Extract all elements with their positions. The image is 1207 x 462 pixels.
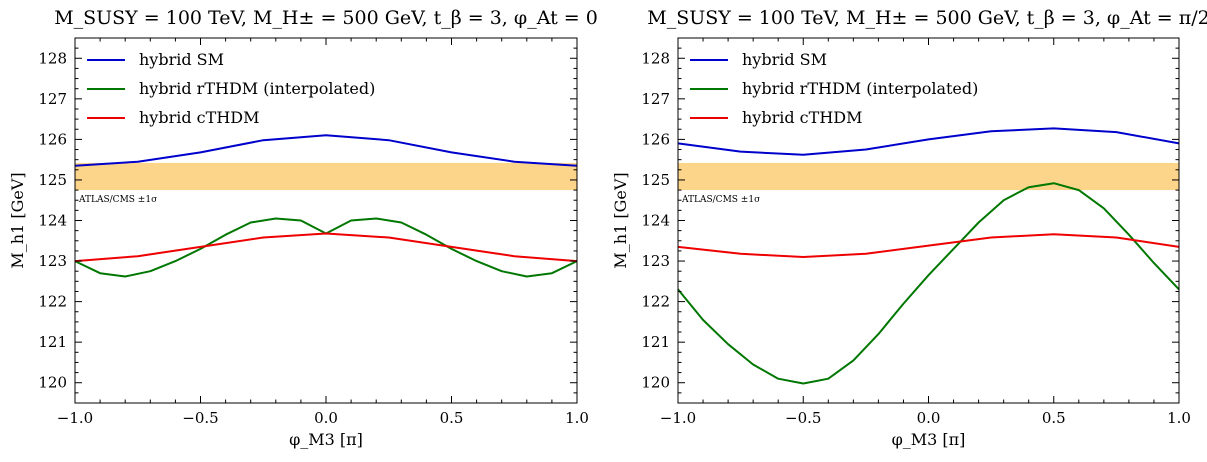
chart-left: M_SUSY = 100 TeV, M_H± = 500 GeV, t_β = … — [8, 7, 598, 449]
series-line-hybrid-sm — [75, 135, 577, 166]
y-tick-label: 125 — [38, 171, 67, 189]
y-tick-label: 124 — [641, 212, 670, 230]
y-tick-label: 128 — [38, 49, 67, 67]
x-axis-label: φ_M3 [π] — [289, 430, 363, 449]
chart-right: M_SUSY = 100 TeV, M_H± = 500 GeV, t_β = … — [611, 7, 1207, 449]
y-tick-label: 120 — [38, 374, 67, 392]
y-tick-label: 121 — [38, 333, 67, 351]
x-tick-label: −0.5 — [182, 409, 218, 427]
y-tick-label: 123 — [38, 252, 67, 270]
y-axis-label: M_h1 [GeV] — [611, 172, 630, 268]
series-line-hybrid-rthdm-interpolated — [678, 183, 1179, 383]
x-tick-label: −0.5 — [785, 409, 821, 427]
legend-entry: hybrid rTHDM (interpolated) — [742, 79, 978, 98]
x-tick-label: 1.0 — [565, 409, 589, 427]
legend-entry: hybrid cTHDM — [139, 108, 259, 127]
y-tick-label: 126 — [38, 130, 67, 148]
y-tick-label: 126 — [641, 130, 670, 148]
chart-title: M_SUSY = 100 TeV, M_H± = 500 GeV, t_β = … — [54, 7, 598, 29]
y-tick-label: 125 — [641, 171, 670, 189]
x-tick-label: −1.0 — [660, 409, 696, 427]
legend-entry: hybrid cTHDM — [742, 108, 862, 127]
x-tick-label: 0.5 — [440, 409, 464, 427]
atlas-cms-band — [678, 163, 1179, 190]
x-tick-label: 1.0 — [1167, 409, 1191, 427]
legend-entry: hybrid SM — [139, 50, 224, 69]
legend-entry: hybrid rTHDM (interpolated) — [139, 79, 375, 98]
x-tick-label: 0.5 — [1042, 409, 1066, 427]
legend-entry: hybrid SM — [742, 50, 827, 69]
x-tick-label: 0.0 — [314, 409, 338, 427]
y-tick-label: 122 — [641, 293, 670, 311]
series-line-hybrid-rthdm-interpolated — [75, 219, 577, 277]
series-line-hybrid-cthdm — [75, 234, 577, 262]
y-axis-label: M_h1 [GeV] — [8, 172, 27, 268]
series-line-hybrid-sm — [678, 128, 1179, 154]
y-tick-label: 128 — [641, 49, 670, 67]
x-tick-label: −1.0 — [57, 409, 93, 427]
y-tick-label: 122 — [38, 293, 67, 311]
atlas-cms-band — [75, 163, 577, 190]
x-axis-label: φ_M3 [π] — [892, 430, 966, 449]
y-tick-label: 127 — [641, 90, 670, 108]
x-tick-label: 0.0 — [917, 409, 941, 427]
y-tick-label: 123 — [641, 252, 670, 270]
y-tick-label: 121 — [641, 333, 670, 351]
y-tick-label: 124 — [38, 212, 67, 230]
y-tick-label: 127 — [38, 90, 67, 108]
series-line-hybrid-cthdm — [678, 234, 1179, 257]
band-label: ATLAS/CMS ±1σ — [681, 195, 760, 205]
band-label: ATLAS/CMS ±1σ — [78, 195, 157, 205]
y-tick-label: 120 — [641, 374, 670, 392]
chart-title: M_SUSY = 100 TeV, M_H± = 500 GeV, t_β = … — [647, 7, 1207, 29]
